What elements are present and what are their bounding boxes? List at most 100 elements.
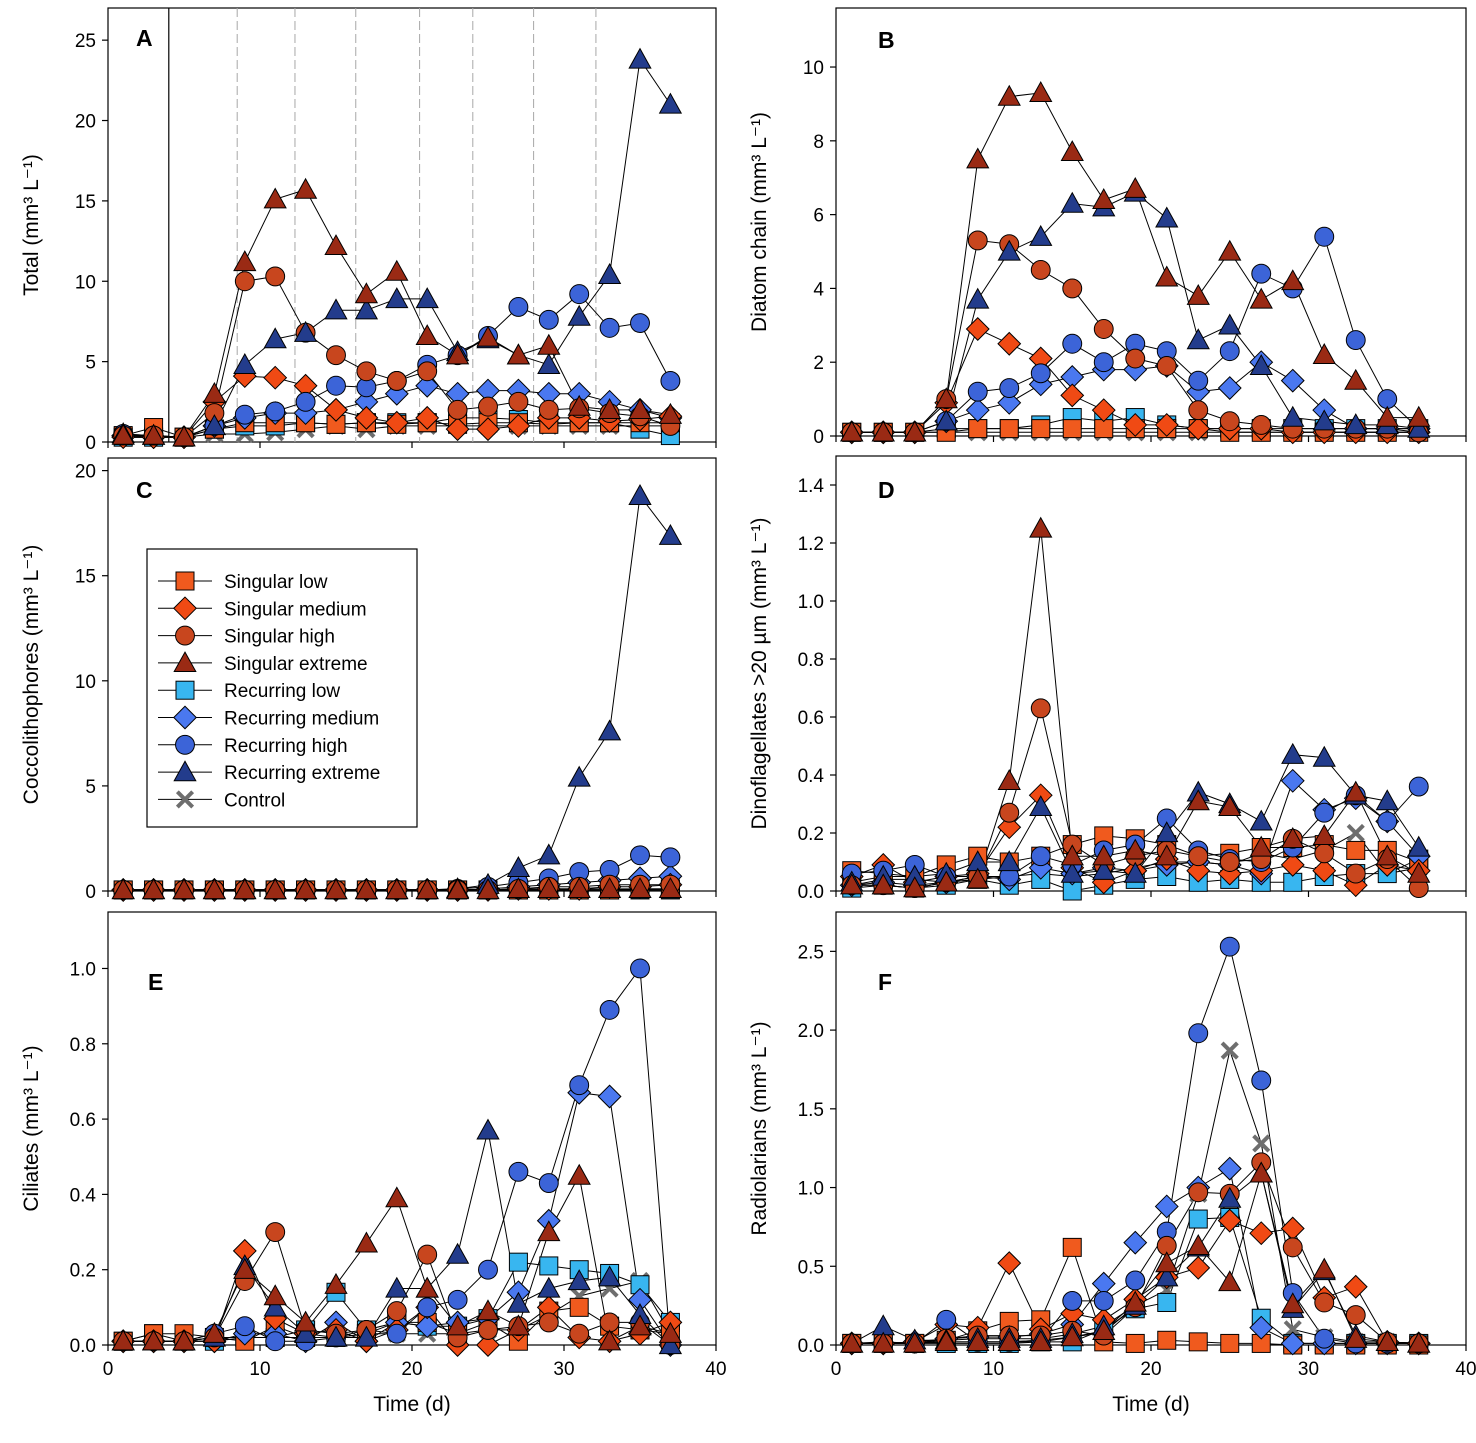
data-point bbox=[293, 177, 318, 199]
legend-item-recurring-low: Recurring low bbox=[158, 680, 340, 702]
data-point bbox=[1154, 1194, 1179, 1219]
data-point bbox=[1123, 1230, 1148, 1255]
data-point bbox=[1312, 824, 1336, 846]
data-point bbox=[265, 1222, 286, 1242]
data-point bbox=[202, 381, 227, 403]
markers-recurring-extreme bbox=[840, 1161, 1431, 1353]
y-tick-label: 0.5 bbox=[798, 1257, 824, 1278]
data-point bbox=[1314, 802, 1335, 823]
data-point bbox=[997, 1251, 1022, 1276]
data-point bbox=[508, 1252, 528, 1272]
y-tick-label: 1.2 bbox=[798, 534, 824, 555]
data-point bbox=[1155, 1265, 1179, 1287]
panel-c: 0 5 10 15 20 Coccolithophores (mm³ L⁻¹) C bbox=[20, 457, 717, 903]
data-point bbox=[968, 419, 988, 439]
y-tick-label: 2.0 bbox=[798, 1021, 824, 1042]
legend-label: Recurring high bbox=[224, 736, 348, 757]
data-point bbox=[1407, 835, 1431, 857]
data-point bbox=[1093, 1290, 1114, 1311]
data-point bbox=[1125, 1270, 1146, 1291]
data-point bbox=[476, 878, 500, 900]
data-point bbox=[1157, 1330, 1177, 1350]
data-point bbox=[445, 1314, 470, 1336]
y-tick-label: 0.2 bbox=[70, 1261, 96, 1282]
data-point bbox=[354, 282, 379, 304]
data-point bbox=[1219, 341, 1240, 362]
data-point bbox=[1375, 405, 1399, 427]
data-point bbox=[1408, 776, 1429, 797]
data-point bbox=[1249, 835, 1273, 857]
x-tick-label: 10 bbox=[983, 1359, 1004, 1380]
data-point bbox=[840, 420, 864, 442]
data-point bbox=[1281, 269, 1305, 291]
data-point bbox=[1218, 1270, 1242, 1292]
panel-a: 0 5 10 15 20 25 Total (mm³ L⁻¹) A bbox=[20, 7, 717, 454]
data-point bbox=[999, 419, 1019, 439]
data-point bbox=[871, 873, 895, 895]
data-point bbox=[658, 877, 683, 899]
data-point bbox=[1281, 826, 1305, 848]
legend-item-singular-high: Singular high bbox=[158, 625, 335, 648]
data-point bbox=[263, 1284, 287, 1306]
legend-marker-square bbox=[175, 571, 195, 591]
data-point bbox=[415, 1314, 440, 1339]
data-point bbox=[508, 391, 529, 412]
data-point bbox=[965, 317, 990, 341]
data-point bbox=[1407, 416, 1431, 438]
legend-marker-circle bbox=[175, 625, 195, 646]
data-point bbox=[997, 84, 1021, 106]
data-point bbox=[1029, 1330, 1053, 1351]
data-point bbox=[934, 409, 958, 431]
panel-letter: C bbox=[136, 477, 153, 503]
data-point bbox=[417, 1244, 438, 1265]
x-tick-label: 30 bbox=[553, 1359, 574, 1380]
data-point bbox=[1093, 352, 1114, 373]
markers-singular-extreme bbox=[111, 877, 683, 900]
data-point bbox=[658, 523, 683, 545]
data-point bbox=[1029, 516, 1053, 538]
data-point bbox=[1186, 858, 1211, 883]
data-point bbox=[324, 234, 348, 256]
legend: Singular low Singular medium Singular high… bbox=[146, 548, 418, 828]
data-point bbox=[658, 1333, 683, 1355]
data-point bbox=[1249, 287, 1273, 309]
data-point bbox=[538, 309, 559, 330]
data-point bbox=[1060, 191, 1084, 213]
data-point bbox=[386, 1323, 407, 1344]
data-point bbox=[967, 381, 988, 402]
data-point bbox=[202, 878, 227, 900]
data-point bbox=[1125, 348, 1146, 369]
y-tick-label: 0.4 bbox=[70, 1185, 97, 1206]
data-point bbox=[1312, 409, 1336, 431]
data-point bbox=[630, 958, 650, 979]
data-point bbox=[966, 147, 990, 169]
data-point bbox=[385, 287, 409, 309]
data-point bbox=[1281, 742, 1305, 764]
data-point bbox=[1314, 1328, 1335, 1349]
y-tick-label: 10 bbox=[75, 672, 96, 693]
data-point bbox=[1346, 823, 1365, 843]
data-point bbox=[354, 878, 379, 900]
data-point bbox=[599, 317, 620, 338]
data-point bbox=[628, 398, 652, 419]
data-point bbox=[1314, 843, 1335, 864]
panel-letter: A bbox=[136, 25, 153, 51]
data-point bbox=[934, 1330, 958, 1351]
data-point bbox=[1218, 313, 1242, 335]
data-point bbox=[538, 1173, 559, 1194]
panel-letter: E bbox=[148, 969, 163, 995]
data-point bbox=[966, 287, 990, 309]
data-point bbox=[172, 1329, 196, 1351]
data-point bbox=[1218, 795, 1242, 817]
data-point bbox=[997, 239, 1021, 261]
data-point bbox=[233, 1257, 257, 1279]
data-point bbox=[447, 399, 468, 420]
data-point bbox=[903, 420, 927, 442]
y-tick-label: 10 bbox=[803, 58, 824, 79]
data-point bbox=[660, 847, 681, 868]
data-point bbox=[386, 1301, 407, 1322]
data-point bbox=[415, 373, 440, 398]
data-point bbox=[417, 1297, 438, 1318]
data-point bbox=[1375, 844, 1399, 866]
data-point bbox=[537, 333, 561, 355]
